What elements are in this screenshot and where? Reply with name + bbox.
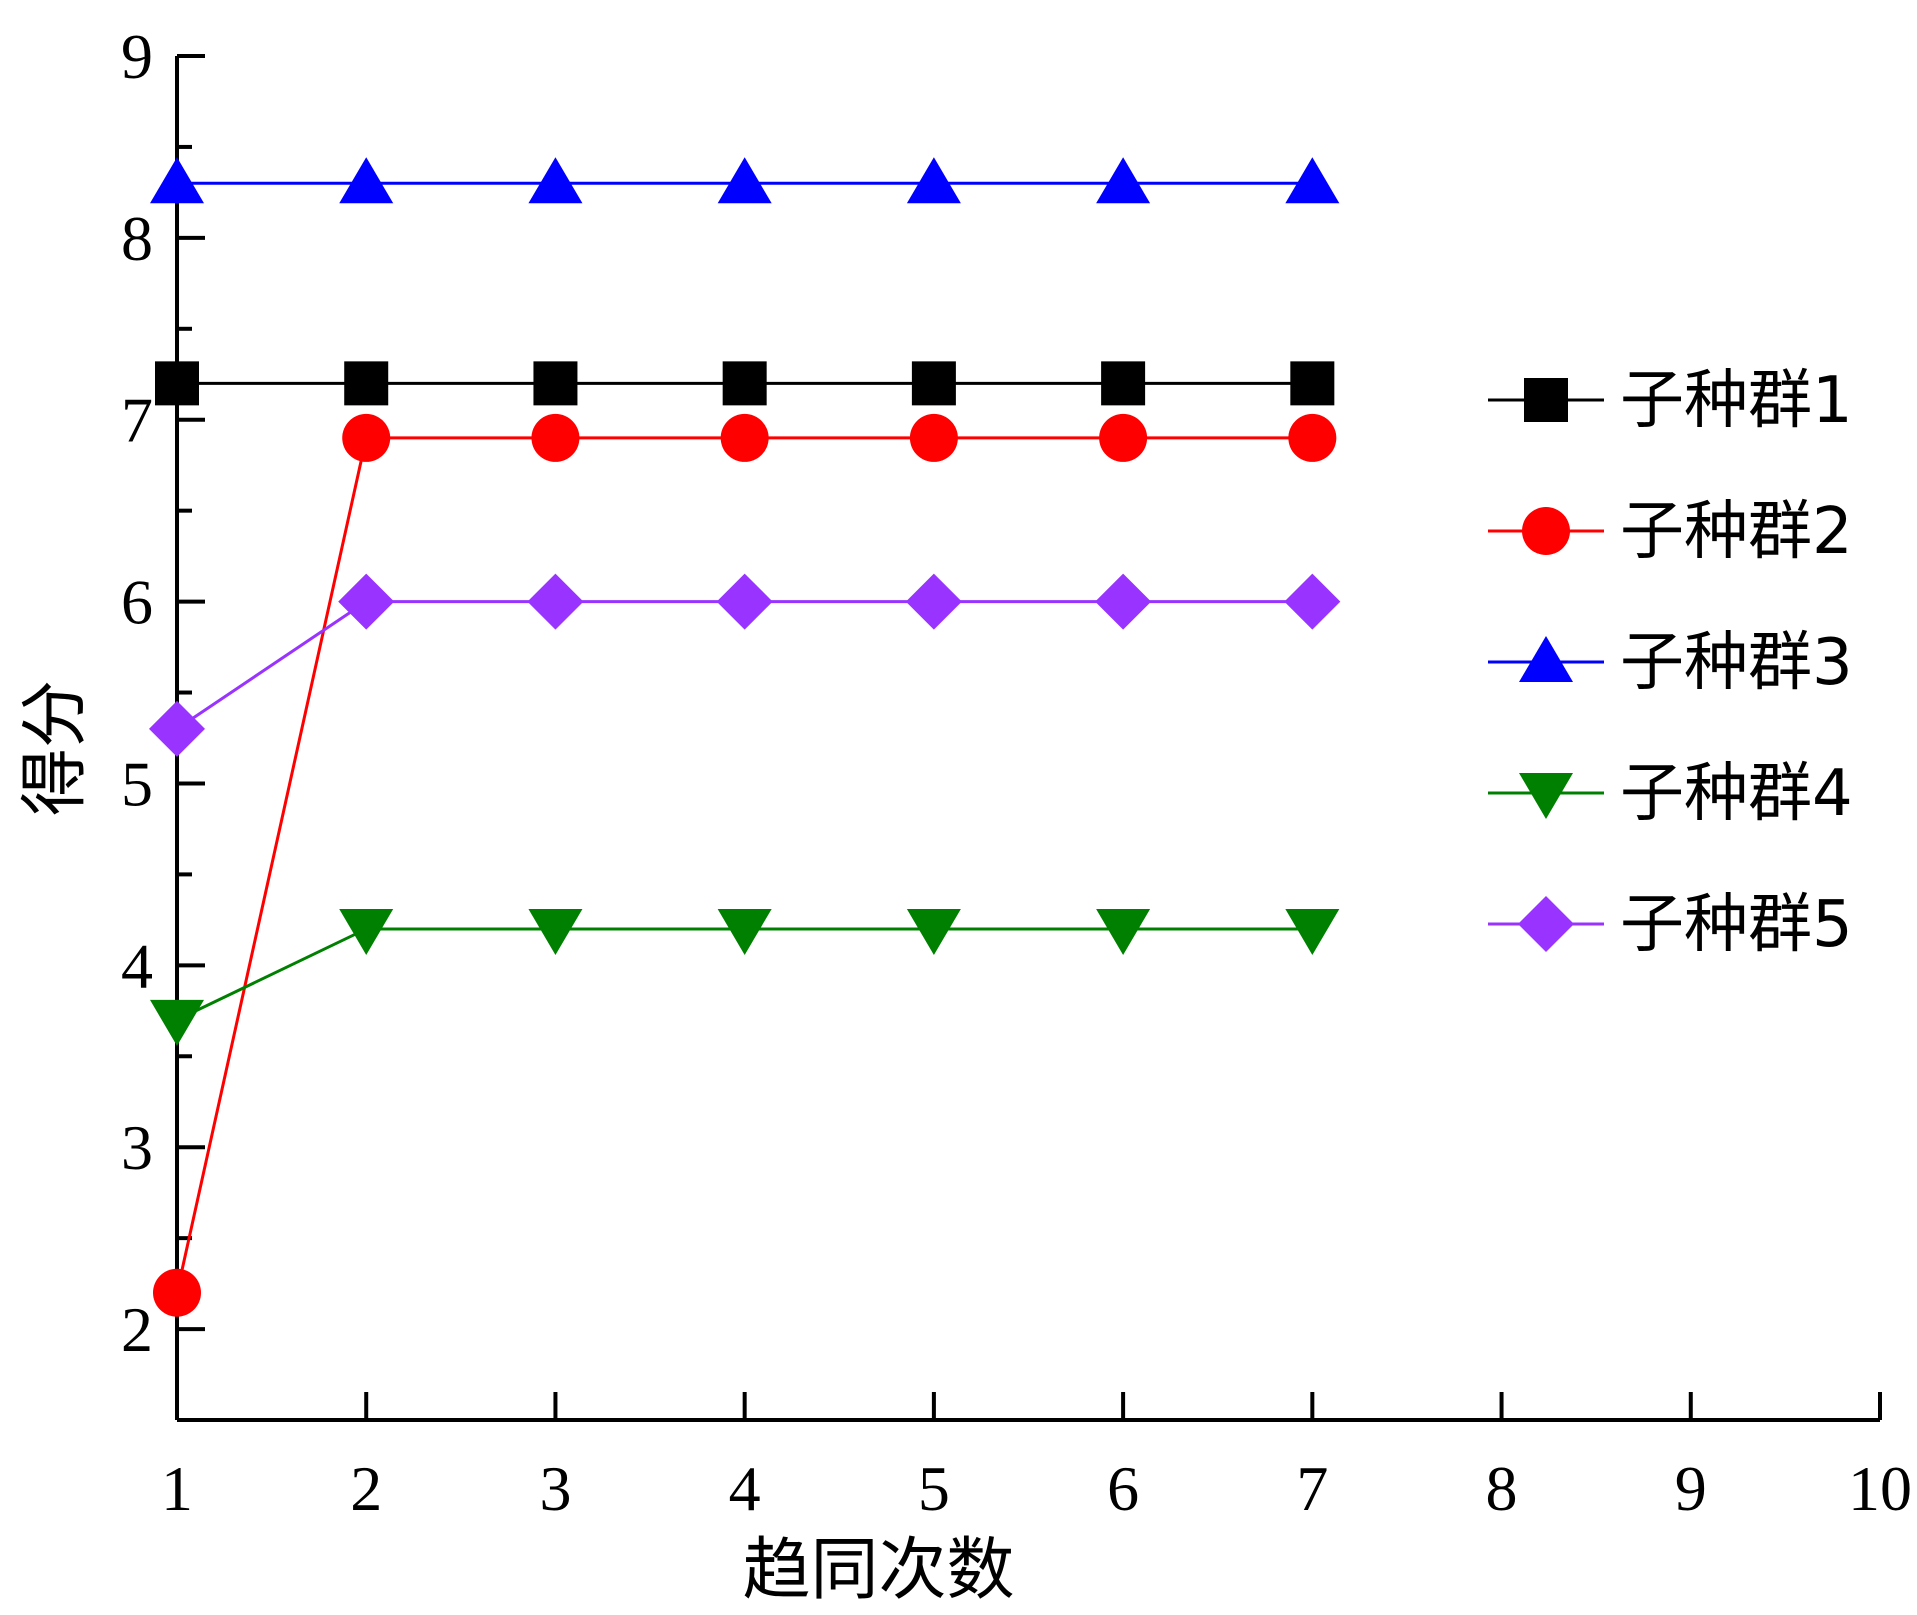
y-axis-title: 得分	[16, 680, 95, 816]
data-point	[1099, 413, 1148, 462]
series-4	[150, 908, 1340, 1046]
x-tick-label: 6	[1107, 1453, 1139, 1524]
data-point	[528, 157, 583, 204]
data-point	[533, 361, 578, 406]
legend-marker	[1518, 896, 1574, 952]
data-point	[911, 361, 956, 406]
legend-item-5: 子种群5	[1488, 888, 1853, 962]
data-point	[717, 157, 772, 204]
data-point	[717, 908, 772, 955]
data-point	[528, 908, 583, 955]
legend-item-4: 子种群4	[1488, 757, 1853, 831]
data-point	[150, 157, 204, 204]
data-point	[1101, 361, 1146, 406]
y-axis: 2 3 4 5 6 7 8 9	[121, 21, 205, 1422]
x-tick-label: 7	[1296, 1453, 1328, 1524]
y-tick-label: 8	[121, 203, 153, 274]
data-point	[1095, 573, 1152, 630]
series-3	[150, 157, 1340, 204]
legend-marker	[1519, 636, 1573, 682]
x-tick-label: 3	[539, 1453, 571, 1524]
legend: 子种群1 子种群2 子种群3 子种群4 子种群5	[1488, 364, 1853, 962]
data-point	[1285, 908, 1340, 955]
y-tick-label: 3	[121, 1112, 153, 1183]
series-1	[155, 361, 1335, 406]
data-point	[905, 573, 962, 630]
legend-item-3: 子种群3	[1488, 626, 1853, 700]
x-tick-label: 2	[350, 1453, 382, 1524]
x-axis: 1 2 3 4 5 6 7 8 9 10	[161, 1392, 1912, 1524]
x-tick-label: 4	[729, 1453, 761, 1524]
legend-item-1: 子种群1	[1488, 364, 1853, 438]
data-point	[1096, 157, 1151, 204]
y-tick-label: 7	[121, 385, 153, 456]
legend-marker	[1519, 773, 1573, 819]
legend-label: 子种群5	[1620, 888, 1853, 962]
data-point	[527, 573, 584, 630]
data-point	[342, 413, 391, 462]
series-2	[153, 413, 1337, 1317]
x-tick-label: 8	[1486, 1453, 1518, 1524]
data-point	[906, 157, 961, 204]
x-axis-title: 趋同次数	[742, 1531, 1014, 1610]
data-point	[344, 361, 389, 406]
data-point	[1096, 908, 1151, 955]
data-point	[531, 413, 580, 462]
data-point	[339, 157, 394, 204]
data-point	[716, 573, 773, 630]
legend-label: 子种群3	[1620, 626, 1853, 700]
data-point	[1290, 361, 1335, 406]
legend-label: 子种群4	[1620, 757, 1853, 831]
series-line	[175, 436, 1313, 1294]
y-tick-label: 4	[121, 930, 153, 1001]
data-point	[1288, 413, 1337, 462]
data-point	[338, 573, 395, 630]
data-point	[722, 361, 767, 406]
x-tick-label: 1	[161, 1453, 193, 1524]
data-point	[1284, 573, 1341, 630]
y-tick-label: 9	[121, 21, 153, 92]
x-tick-label: 5	[918, 1453, 950, 1524]
legend-label: 子种群1	[1620, 364, 1853, 438]
data-point	[149, 700, 205, 757]
y-tick-label: 2	[121, 1294, 153, 1365]
data-point	[720, 413, 769, 462]
legend-item-2: 子种群2	[1488, 495, 1853, 569]
data-point	[155, 361, 199, 406]
data-point	[150, 999, 204, 1046]
series-layer	[149, 157, 1341, 1317]
y-tick-label: 6	[121, 567, 153, 638]
legend-label: 子种群2	[1620, 495, 1853, 569]
legend-marker	[1522, 507, 1570, 555]
x-tick-label: 9	[1675, 1453, 1707, 1524]
y-tick-label: 5	[121, 748, 153, 819]
data-point	[339, 908, 394, 955]
x-tick-label: 10	[1848, 1453, 1912, 1524]
data-point	[909, 413, 958, 462]
data-point	[906, 908, 961, 955]
data-point	[1285, 157, 1340, 204]
data-point	[153, 1268, 201, 1317]
legend-marker	[1524, 378, 1568, 422]
series-5	[149, 573, 1341, 757]
